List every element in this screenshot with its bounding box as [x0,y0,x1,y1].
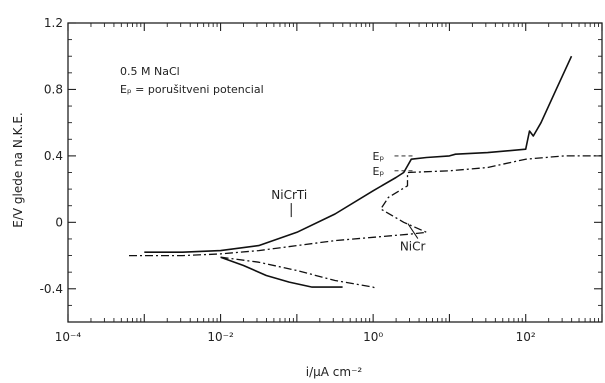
axis-ticks [67,22,603,323]
series-cathodic-branch-nicr [220,256,378,290]
y-tick-label: 1.2 [44,16,63,30]
x-tick-label: 10⁻⁴ [55,330,82,344]
chart-text: 10⁻⁴ 10⁻² 10⁰ 10² -0.4 0 0.4 0.8 1.2 NiCrTi NiCr Eₚ… [40,16,536,344]
series-cathodic-branch-nicrti [220,256,343,288]
series-label-nicr: NiCr [400,240,426,254]
ep-label: Eₚ [373,150,385,163]
series-line-nicrti [144,55,573,253]
y-tick-label: -0.4 [40,282,63,296]
x-axis-title: i/µA cm⁻² [306,365,363,379]
ep-label: Eₚ [373,165,385,178]
x-tick-label: 10⁰ [363,330,383,344]
y-axis-title: E/V glede na N.K.E. [11,112,25,227]
y-tick-label: 0.8 [44,82,63,96]
nicr-leader-line [407,223,419,239]
series-layer [129,55,602,290]
series-line-nicr [129,155,602,257]
y-tick-label: 0 [55,215,63,229]
series-label-nicrti: NiCrTi [271,188,307,202]
x-tick-label: 10⁻² [207,330,234,344]
annotation-ep-definition: Eₚ = porušitveni potencial [120,83,264,96]
y-tick-label: 0.4 [44,149,63,163]
x-tick-label: 10² [516,330,536,344]
annotation-electrolyte: 0.5 M NaCl [120,65,180,78]
